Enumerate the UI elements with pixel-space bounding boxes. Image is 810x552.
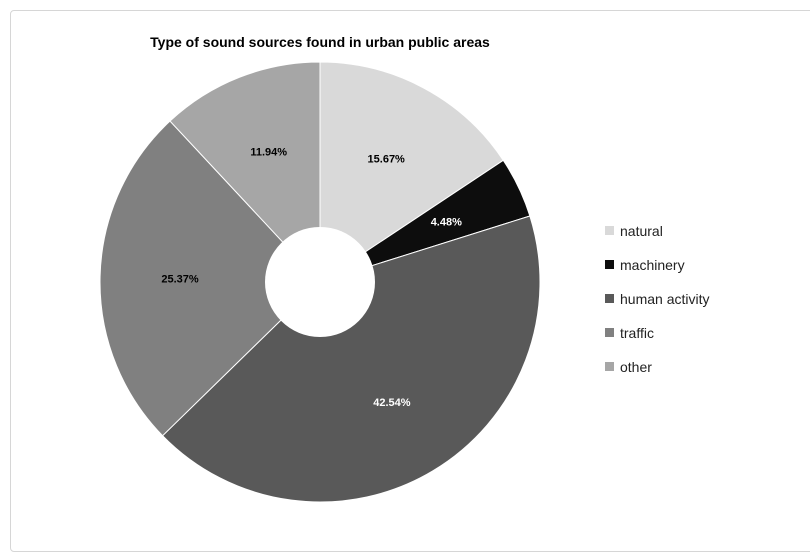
donut-hole [265,227,375,337]
slice-label-traffic: 25.37% [161,274,199,286]
pie-slice-traffic [99,120,321,437]
legend-swatch-natural [605,226,614,235]
slice-labels: 15.67% 4.48% 42.54% 25.37% 11.94% [161,147,462,409]
legend-swatch-machinery [605,260,614,269]
legend-label-other: other [620,359,652,375]
legend-label-traffic: traffic [620,325,654,341]
donut-chart: Type of sound sources found in urban pub… [99,34,709,503]
slice-label-natural: 15.67% [368,154,406,166]
legend-label-human-activity: human activity [620,291,709,307]
legend: natural machinery human activity traffic oth… [605,223,709,375]
slice-label-machinery: 4.48% [431,217,462,229]
pie-slice-natural [319,61,504,283]
legend-label-machinery: machinery [620,257,685,273]
legend-swatch-traffic [605,328,614,337]
pie-slices [99,61,541,503]
pie-slice-other [169,61,321,284]
slice-label-human-activity: 42.54% [373,397,411,409]
legend-swatch-other [605,362,614,371]
slice-label-other: 11.94% [250,147,287,159]
legend-swatch-human-activity [605,294,614,303]
pie-slice-human-activity [161,215,541,503]
legend-label-natural: natural [620,223,663,239]
chart-title: Type of sound sources found in urban pub… [150,34,490,50]
